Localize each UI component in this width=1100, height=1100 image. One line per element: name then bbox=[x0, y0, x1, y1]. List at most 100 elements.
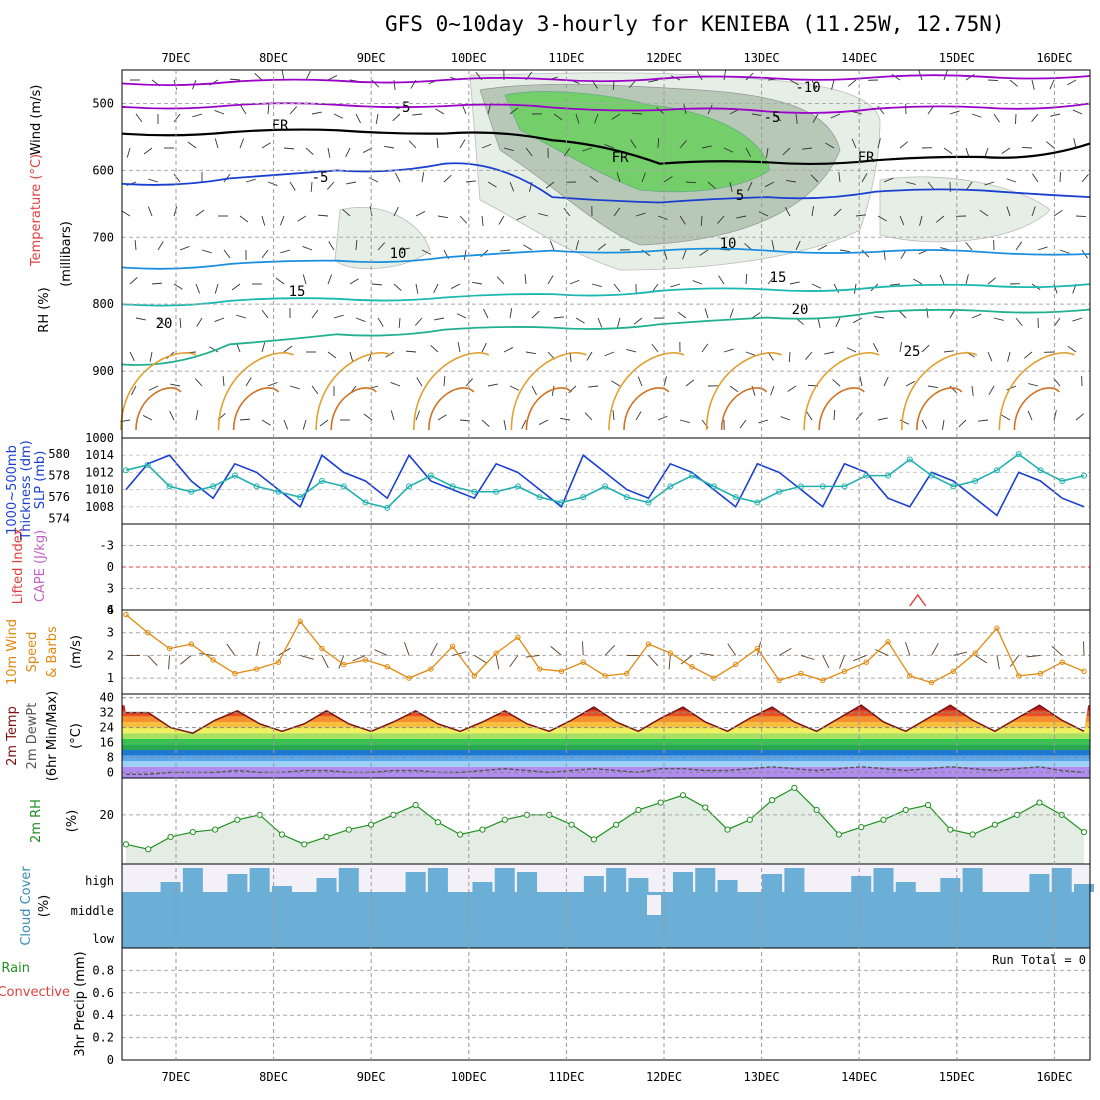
wind-barb bbox=[327, 147, 331, 158]
wind-barb bbox=[456, 313, 467, 319]
y2-tick-label: 1008 bbox=[85, 500, 114, 514]
wind-barb bbox=[545, 181, 555, 189]
temp-band bbox=[122, 755, 1090, 762]
wind-barb bbox=[302, 245, 313, 251]
y-tick-label: 580 bbox=[48, 447, 70, 461]
wind-barb bbox=[450, 283, 461, 289]
rh-point bbox=[590, 836, 597, 843]
wind-barb bbox=[852, 317, 863, 324]
wind-barb bbox=[412, 113, 423, 116]
wind-barb bbox=[756, 641, 761, 656]
wind-barb bbox=[987, 351, 993, 362]
wind-barb bbox=[399, 247, 410, 251]
wind-barb bbox=[254, 72, 263, 81]
wind-barb bbox=[965, 274, 969, 285]
y-tick-label: 20 bbox=[100, 808, 114, 822]
y-axis-label: 2m Temp bbox=[5, 706, 20, 766]
wind-barb bbox=[1027, 410, 1033, 421]
wind-point bbox=[232, 670, 238, 677]
wind-barb bbox=[481, 419, 490, 428]
wind-barb bbox=[421, 249, 432, 255]
wind-barb bbox=[707, 104, 713, 115]
wind-barb bbox=[668, 655, 671, 670]
wind-barb bbox=[778, 648, 792, 656]
wind-barb bbox=[651, 283, 659, 293]
contour-label: -5 bbox=[394, 100, 411, 116]
wind-barb bbox=[551, 385, 555, 396]
x-tick-label-top: 12DEC bbox=[646, 51, 682, 65]
wind-barb bbox=[877, 138, 881, 149]
li-spike bbox=[909, 593, 927, 607]
wind-barb bbox=[222, 375, 225, 387]
wind-barb bbox=[187, 141, 197, 149]
wind-barb bbox=[267, 381, 278, 387]
thickness-point bbox=[1081, 472, 1087, 479]
wind-barb bbox=[795, 113, 798, 124]
wind-barb bbox=[935, 215, 945, 223]
wind-barb bbox=[736, 215, 747, 219]
wind-barb bbox=[173, 173, 181, 183]
wind-barb bbox=[838, 172, 841, 183]
wind-barb bbox=[631, 112, 643, 115]
isotherm-20 bbox=[121, 308, 1091, 366]
wind-barb bbox=[874, 315, 885, 319]
wind-barb bbox=[550, 646, 562, 656]
wind-barb bbox=[143, 147, 153, 155]
wind-barb bbox=[305, 147, 314, 156]
chart-title: GFS 0~10day 3-hourly for KENIEBA (11.25W… bbox=[385, 12, 1005, 36]
y-axis-label: (millibars) bbox=[59, 221, 74, 287]
wind-barb bbox=[371, 283, 383, 286]
wind-barb bbox=[830, 113, 841, 119]
wind-barb bbox=[626, 348, 637, 353]
wind-point bbox=[1037, 670, 1044, 677]
wind-barb bbox=[1001, 147, 1011, 154]
wind-barb bbox=[984, 147, 989, 158]
y-tick-label: 0 bbox=[107, 765, 114, 779]
wind-barb bbox=[633, 317, 643, 325]
wind-barb bbox=[509, 385, 520, 391]
wind-barb bbox=[597, 317, 603, 328]
x-tick-label-top: 15DEC bbox=[939, 51, 975, 65]
wind-barb bbox=[965, 241, 973, 251]
wind-barb bbox=[345, 147, 351, 158]
wind-barb bbox=[1006, 206, 1011, 217]
x-tick-label-bottom: 7DEC bbox=[162, 1070, 191, 1084]
cloud-high-bar bbox=[895, 882, 916, 892]
thickness-point bbox=[972, 478, 979, 484]
wind-barb bbox=[782, 147, 791, 156]
wind-barb bbox=[718, 275, 725, 285]
wind-point bbox=[689, 664, 695, 670]
wind-barb bbox=[311, 111, 322, 115]
wind-point bbox=[994, 625, 1000, 631]
thickness-point bbox=[1037, 467, 1044, 474]
wind-barb bbox=[979, 209, 989, 217]
wind-point bbox=[384, 664, 390, 670]
y-tick-label: 0 bbox=[107, 1053, 114, 1067]
wind-barb bbox=[421, 172, 425, 183]
wind-barb bbox=[822, 655, 830, 669]
wind-barb bbox=[302, 419, 307, 430]
wind-barb bbox=[657, 137, 660, 149]
x-tick-label-top: 9DEC bbox=[357, 51, 386, 65]
isotherm-25 bbox=[217, 352, 294, 431]
thickness-point bbox=[275, 488, 282, 495]
wind-point bbox=[863, 659, 869, 665]
wind-barb bbox=[192, 113, 203, 118]
wind-barb bbox=[939, 274, 945, 285]
wind-barb bbox=[349, 278, 359, 285]
wind-barb bbox=[701, 145, 712, 149]
wind-barb bbox=[300, 654, 314, 660]
y-tick-label: 0.4 bbox=[92, 1008, 114, 1022]
rh-point bbox=[635, 806, 642, 814]
wind-barb bbox=[787, 385, 797, 392]
wind-point bbox=[972, 650, 978, 656]
wind-barb bbox=[461, 104, 467, 115]
thickness-point bbox=[318, 478, 325, 484]
wind-barb bbox=[745, 351, 756, 356]
wind-barb bbox=[430, 344, 439, 353]
wind-barb bbox=[289, 181, 296, 191]
wind-barb bbox=[443, 375, 446, 387]
wind-barb bbox=[707, 181, 716, 189]
x-tick-label-top: 8DEC bbox=[259, 51, 288, 65]
thickness-point bbox=[514, 483, 521, 490]
